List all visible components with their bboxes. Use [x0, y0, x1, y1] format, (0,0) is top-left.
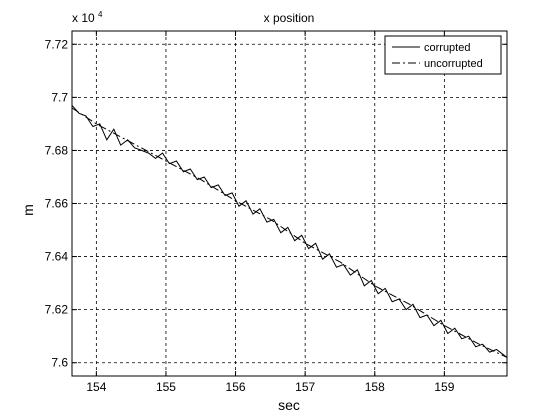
- x-tick-label: 155: [156, 380, 176, 394]
- series-line-uncorrupted: [71, 107, 508, 358]
- x-axis-label: sec: [278, 397, 300, 413]
- y-multiplier-base: x 10: [72, 11, 95, 25]
- y-multiplier-exponent: 4: [98, 10, 103, 19]
- x-tick-label: 156: [226, 380, 246, 394]
- x-tick-label: 157: [295, 380, 315, 394]
- series-layer: [71, 104, 508, 358]
- y-tick-label: 7.68: [45, 143, 69, 157]
- y-tick-label: 7.62: [45, 303, 69, 317]
- chart-title: x position: [264, 11, 315, 25]
- y-tick-label: 7.7: [51, 90, 68, 104]
- x-tick-label: 158: [365, 380, 385, 394]
- x-tick-label: 154: [86, 380, 106, 394]
- legend-label-corrupted: corrupted: [424, 42, 470, 54]
- tick-layer: 154 155 156 157 158 159 7.6 7.62 7.64 7.66 7.68 7.7…: [45, 31, 507, 394]
- y-axis-label: m: [20, 204, 36, 216]
- y-tick-label: 7.66: [45, 197, 69, 211]
- x-tick-label: 159: [434, 380, 454, 394]
- legend-box: [384, 35, 502, 75]
- y-multiplier-label: x 10 4: [72, 10, 103, 25]
- legend: corrupted uncorrupted: [384, 35, 502, 75]
- series-line-corrupted: [71, 104, 508, 358]
- y-tick-label: 7.6: [51, 356, 68, 370]
- y-tick-label: 7.72: [45, 37, 69, 51]
- legend-label-uncorrupted: uncorrupted: [424, 58, 483, 70]
- y-tick-label: 7.64: [45, 250, 69, 264]
